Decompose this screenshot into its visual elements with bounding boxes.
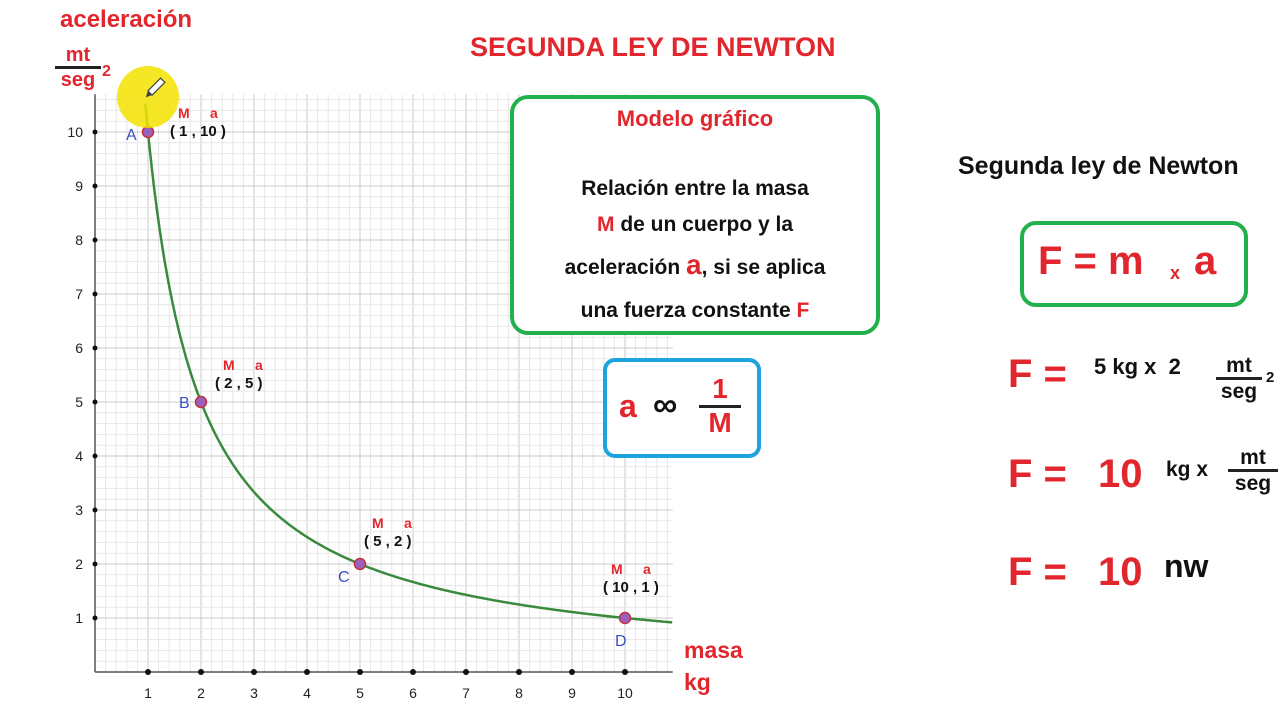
point-coordinate-label: ( 5 , 2 )	[364, 533, 412, 550]
eq2-value: 10	[1098, 452, 1143, 496]
y-tick-label: 9	[75, 178, 83, 194]
x-tick-label: 3	[250, 685, 258, 701]
y-tick-dot	[92, 615, 98, 621]
x-tick-label: 1	[144, 685, 152, 701]
y-tick-dot	[92, 183, 98, 189]
y-tick-dot	[92, 453, 98, 459]
model-description-box: Modelo gráfico Relación entre la masa M …	[510, 95, 880, 335]
x-tick-label: 6	[409, 685, 417, 701]
data-point-b	[194, 395, 208, 409]
point-name-label: B	[179, 395, 190, 412]
hyperbola-curve	[144, 103, 673, 624]
point-coordinate-label: ( 10 , 1 )	[603, 579, 659, 596]
eq2-unit: kg x	[1166, 458, 1209, 481]
eq1-lhs: F =	[1008, 352, 1067, 396]
formula-f-m: F = m	[1038, 239, 1144, 283]
proportion-var: a	[619, 388, 637, 424]
axes	[94, 94, 673, 673]
eq3-value: 10	[1098, 550, 1143, 594]
data-point-c	[353, 557, 367, 571]
x-tick-labels: 1 2 3 4 5 6 7 8 9 10	[144, 669, 633, 701]
eq3-lhs: F =	[1008, 550, 1067, 594]
point-mass-label: M	[178, 105, 190, 121]
x-tick-label: 5	[356, 685, 364, 701]
x-tick-dot	[410, 669, 416, 675]
x-tick-dot	[357, 669, 363, 675]
y-axis-unit-exponent: 2	[102, 63, 111, 80]
y-tick-label: 7	[75, 286, 83, 302]
model-text-line3: aceleración a, si se aplica	[564, 249, 826, 280]
point-accel-label: a	[643, 561, 651, 577]
eq3-unit: nw	[1164, 548, 1209, 584]
y-tick-dot	[92, 291, 98, 297]
formula-a: a	[1194, 239, 1217, 283]
x-tick-label: 2	[197, 685, 205, 701]
x-axis-label: masa kg	[684, 637, 743, 695]
x-tick-dot	[304, 669, 310, 675]
y-tick-dot	[92, 561, 98, 567]
model-text-line1: Relación entre la masa	[581, 177, 809, 200]
y-tick-dot	[92, 399, 98, 405]
point-mass-label: M	[372, 515, 384, 531]
eq1-unit-exponent: 2	[1266, 369, 1275, 386]
proportional-symbol: ∞	[653, 386, 678, 424]
point-coordinate-label: ( 1 , 10 )	[170, 123, 226, 140]
data-point-a	[141, 125, 155, 139]
y-axis-unit: mt seg	[55, 44, 101, 91]
point-accel-label: a	[210, 105, 218, 121]
eq1-unit-fraction: mt seg	[1216, 354, 1262, 403]
point-coordinate-label: ( 2 , 5 )	[215, 375, 263, 392]
y-tick-label: 5	[75, 394, 83, 410]
y-tick-label: 4	[75, 448, 83, 464]
y-tick-dot	[92, 237, 98, 243]
x-tick-label: 4	[303, 685, 311, 701]
x-tick-dot	[251, 669, 257, 675]
grid	[94, 94, 673, 673]
proportion-box: a ∞ 1 M	[603, 358, 761, 458]
y-tick-label: 2	[75, 556, 83, 572]
model-text-line4: una fuerza constante F	[580, 299, 810, 322]
model-title: Modelo gráfico	[616, 106, 774, 131]
y-axis-label: aceleración	[60, 6, 193, 33]
point-name-label: A	[126, 127, 137, 144]
y-tick-label: 8	[75, 232, 83, 248]
x-tick-dot	[145, 669, 151, 675]
eq2-unit-fraction: mt seg	[1228, 446, 1278, 495]
x-tick-label: 7	[462, 685, 470, 701]
x-tick-dot	[198, 669, 204, 675]
formula-times: x	[1170, 263, 1181, 283]
point-name-label: C	[338, 569, 350, 586]
formula-box: F = m x a	[1020, 221, 1248, 307]
data-points: A M a ( 1 , 10 ) B M a ( 2 , 5 ) C M a ( 5 , 2 ) D M a…	[126, 105, 659, 650]
pen-cursor-highlight	[117, 66, 179, 128]
point-mass-label: M	[611, 561, 623, 577]
point-mass-label: M	[223, 357, 235, 373]
eq2-lhs: F =	[1008, 452, 1067, 496]
model-text-line2: M de un cuerpo y la	[596, 213, 794, 236]
point-accel-label: a	[255, 357, 263, 373]
y-tick-dot	[92, 129, 98, 135]
point-accel-label: a	[404, 515, 412, 531]
page-title: SEGUNDA LEY DE NEWTON	[470, 32, 836, 62]
y-tick-dot	[92, 507, 98, 513]
x-tick-dot	[463, 669, 469, 675]
newton-heading: Segunda ley de Newton	[958, 152, 1239, 180]
point-name-label: D	[615, 633, 627, 650]
y-tick-label: 6	[75, 340, 83, 356]
x-tick-dot	[516, 669, 522, 675]
y-tick-label: 3	[75, 502, 83, 518]
x-tick-label: 9	[568, 685, 576, 701]
y-tick-label: 10	[67, 124, 83, 140]
x-tick-dot	[569, 669, 575, 675]
x-tick-dot	[622, 669, 628, 675]
x-tick-label: 10	[617, 685, 633, 701]
proportion-fraction: 1 M	[699, 373, 741, 439]
y-tick-dot	[92, 345, 98, 351]
x-tick-label: 8	[515, 685, 523, 701]
eq1-rhs: 5 kg x 2	[1094, 354, 1181, 379]
y-tick-labels: 1 2 3 4 5 6 7 8 9 10	[67, 124, 98, 626]
y-tick-label: 1	[75, 610, 83, 626]
data-point-d	[618, 611, 632, 625]
